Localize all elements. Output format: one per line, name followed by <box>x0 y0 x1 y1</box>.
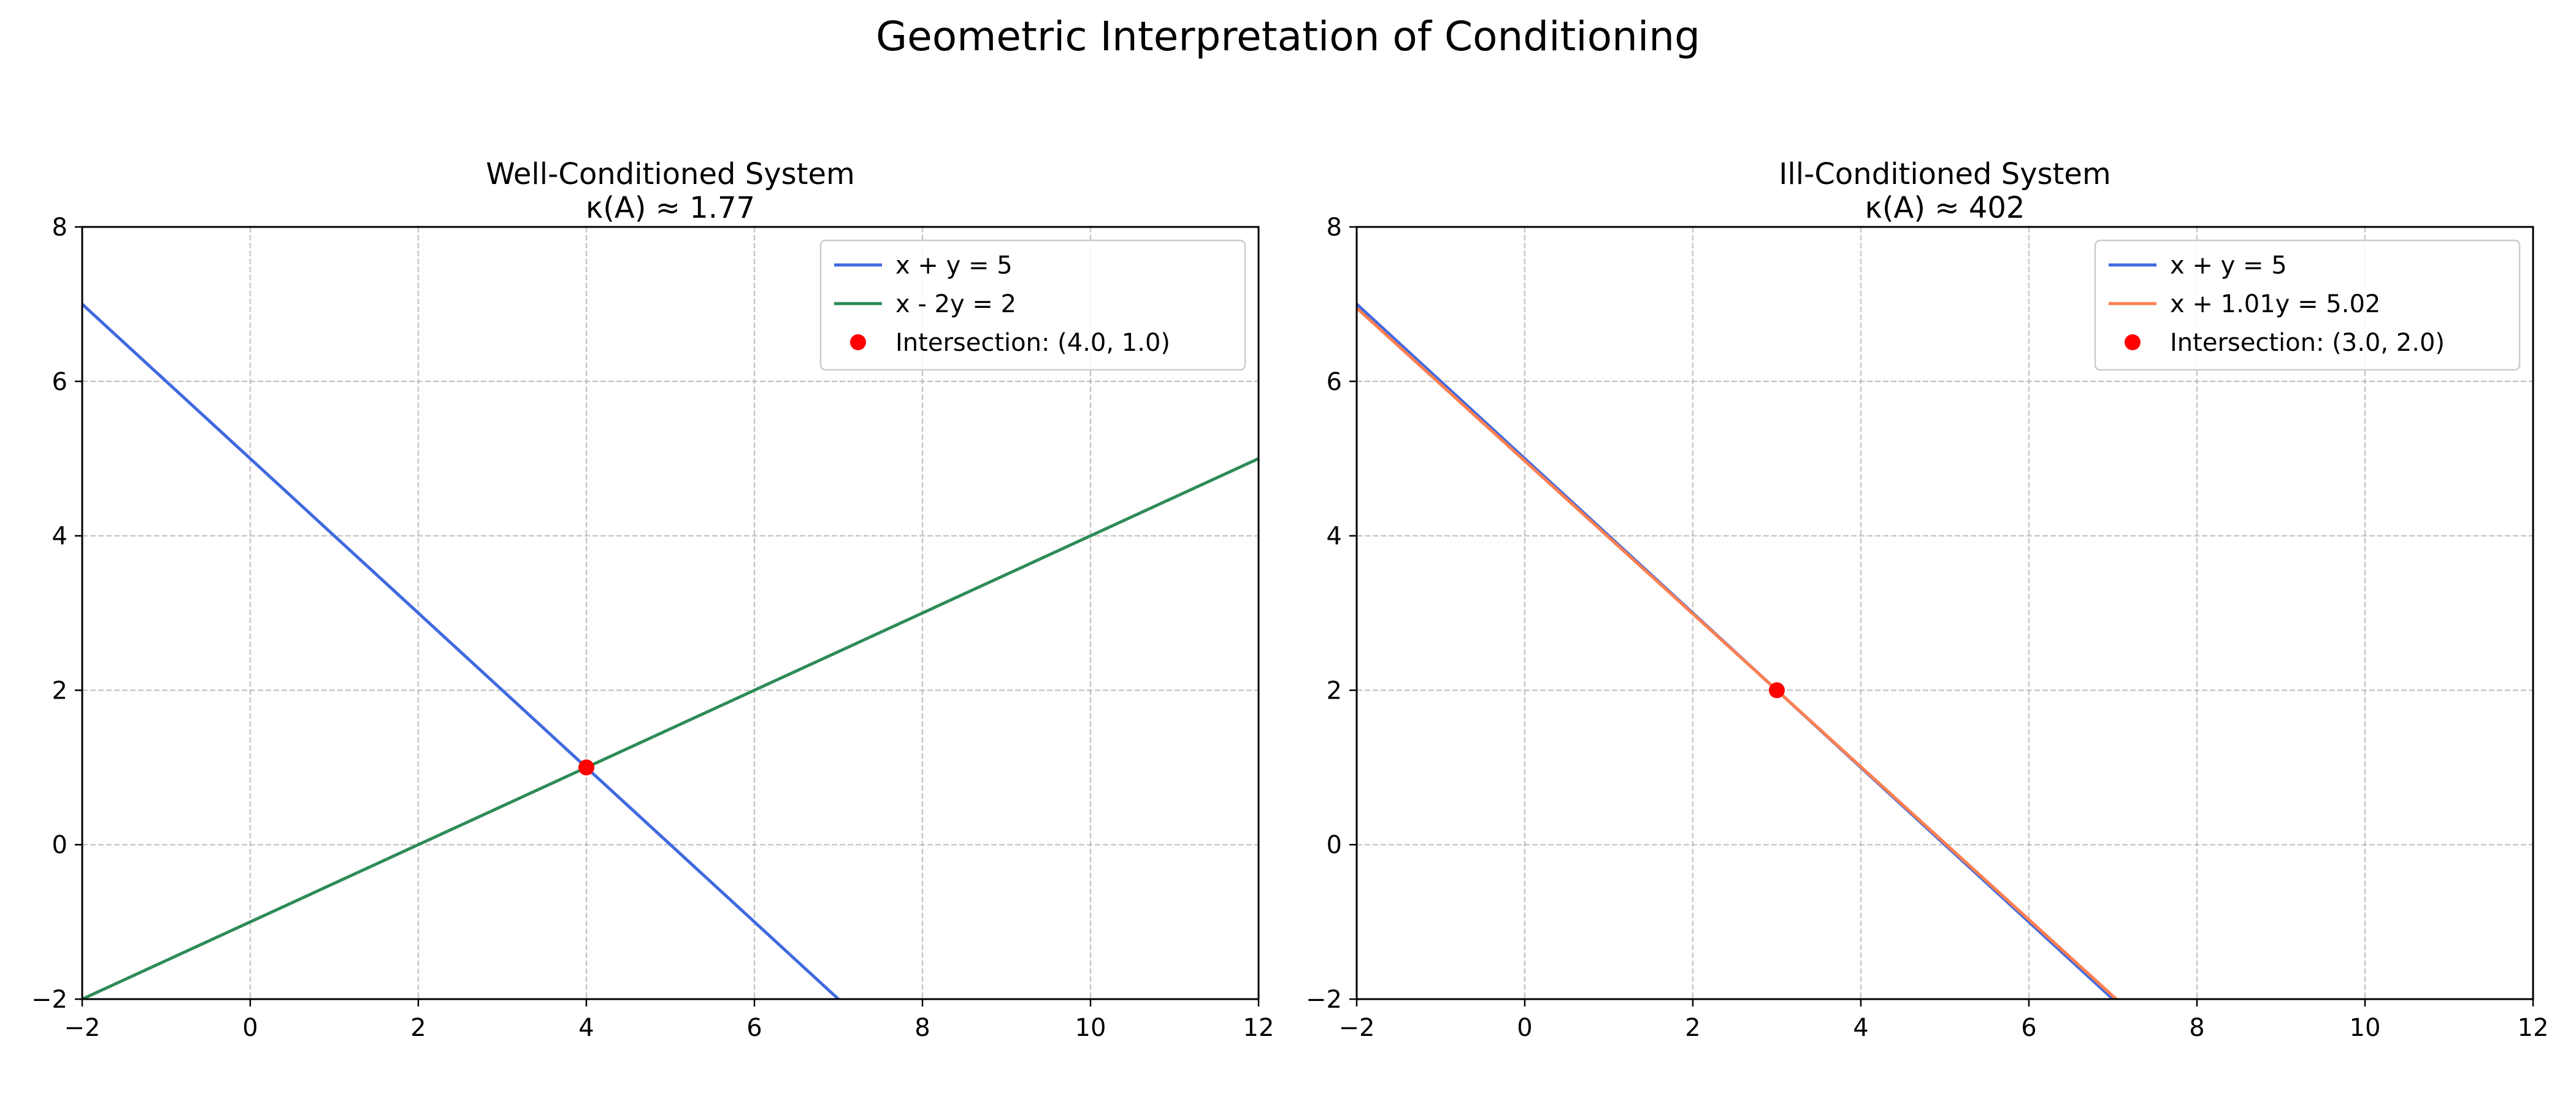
legend: x + y = 5 x + 1.01y = 5.02 Intersection: (… <box>2094 239 2521 371</box>
intersection-point <box>1769 682 1785 699</box>
x-tick-label: 8 <box>914 1014 930 1042</box>
legend-label: x + y = 5 <box>895 251 1013 280</box>
x-tick-label: 6 <box>746 1014 762 1042</box>
axes-title: Ill-Conditioned System <box>1779 157 2110 191</box>
y-tick-label: 8 <box>52 213 67 242</box>
x-tick-label: 4 <box>1853 1014 1868 1042</box>
x-tick-label: 10 <box>1075 1014 1106 1042</box>
series-group <box>1357 302 2119 999</box>
y-tick-label: 0 <box>52 831 67 859</box>
panel-ill-conditioned: −2 0 2 4 6 8 10 12 −2 0 2 4 6 8 Ill-Conditioned System… <box>1306 157 2548 1042</box>
series-group <box>82 302 1259 999</box>
y-tick-label: −2 <box>31 986 67 1014</box>
x-tick-label: 0 <box>242 1014 258 1042</box>
x-tick-label: 4 <box>578 1014 594 1042</box>
legend-label: x - 2y = 2 <box>895 290 1016 318</box>
legend-marker-swatch <box>850 334 866 350</box>
legend-box <box>2094 239 2521 371</box>
legend-box <box>819 239 1246 371</box>
y-tick-label: 0 <box>1327 831 1342 859</box>
x-tick-label: −2 <box>1339 1014 1375 1042</box>
legend-label: Intersection: (4.0, 1.0) <box>895 329 1170 357</box>
legend-label: x + 1.01y = 5.02 <box>2170 290 2380 318</box>
series-line-1 <box>82 302 841 999</box>
series-line-2 <box>82 456 1259 999</box>
y-tick-label: 2 <box>52 677 67 705</box>
y-tick-label: 8 <box>1327 213 1342 242</box>
x-tick-label: 2 <box>410 1014 426 1042</box>
legend-label: x + y = 5 <box>2170 251 2287 280</box>
y-tick-label: 4 <box>1327 523 1342 551</box>
axes-subtitle: κ(A) ≈ 1.77 <box>586 191 755 225</box>
y-tick-label: −2 <box>1306 986 1342 1014</box>
x-tick-label: 12 <box>2518 1014 2549 1042</box>
legend: x + y = 5 x - 2y = 2 Intersection: (4.0, 1… <box>819 239 1246 371</box>
x-tick-label: 6 <box>2021 1014 2036 1042</box>
axes-subtitle: κ(A) ≈ 402 <box>1865 191 2025 225</box>
axes-frame <box>1355 226 2534 1000</box>
x-tick-label: 8 <box>2189 1014 2204 1042</box>
y-tick-label: 2 <box>1327 677 1342 705</box>
axes-frame <box>81 226 1260 1000</box>
x-tick-label: 12 <box>1243 1014 1275 1042</box>
intersection-point <box>578 759 594 776</box>
legend-label: Intersection: (3.0, 2.0) <box>2170 329 2445 357</box>
panel-well-conditioned: −2 0 2 4 6 8 10 12 −2 0 2 4 6 8 Well-Conditioned Syste… <box>31 157 1274 1042</box>
legend-marker-swatch <box>2125 334 2141 350</box>
x-tick-label: 10 <box>2350 1014 2381 1042</box>
x-tick-label: −2 <box>64 1014 101 1042</box>
y-tick-label: 4 <box>52 523 67 551</box>
y-tick-label: 6 <box>52 368 67 396</box>
axes-title: Well-Conditioned System <box>486 157 854 191</box>
x-tick-label: 2 <box>1685 1014 1700 1042</box>
y-tick-label: 6 <box>1327 368 1342 396</box>
figure-suptitle: Geometric Interpretation of Conditioning <box>876 13 1700 60</box>
series-line-2 <box>1357 305 2119 999</box>
x-tick-label: 0 <box>1517 1014 1532 1042</box>
